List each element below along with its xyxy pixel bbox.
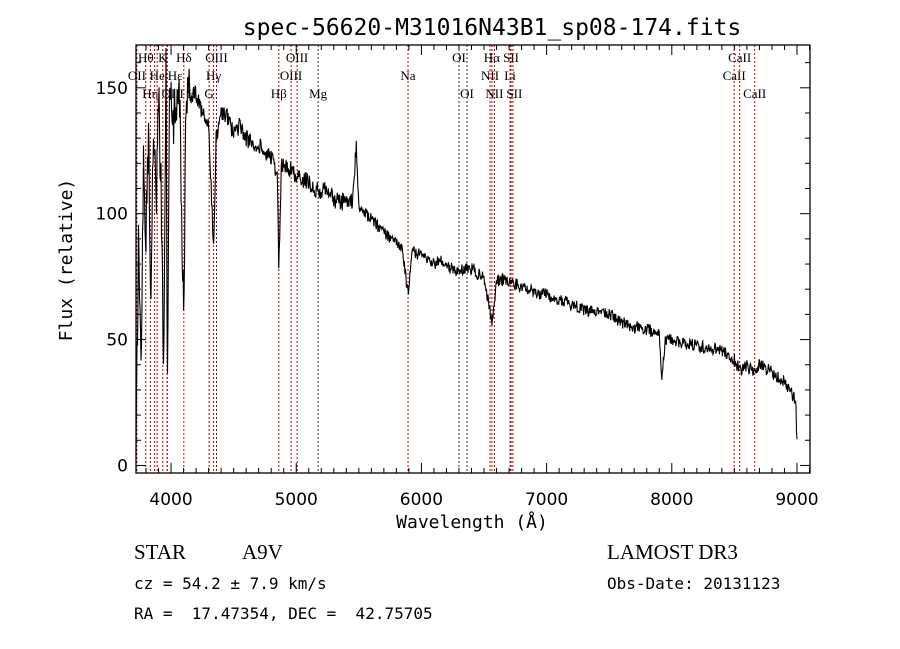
line-label: H [187, 86, 196, 101]
x-tick-label: 6000 [400, 490, 443, 510]
obs-date: Obs-Date: 20131123 [607, 574, 781, 593]
line-label: CaII [728, 50, 751, 65]
line-label: OI [460, 86, 474, 101]
line-label: Hη [142, 86, 158, 101]
line-label: K [158, 50, 168, 65]
axis-ticks: 4000 5000 6000 7000 8000 9000 0 50 100 150 [96, 45, 819, 510]
spectrum-line [135, 47, 798, 455]
line-label: NII [485, 86, 503, 101]
line-label: OIII [205, 50, 227, 65]
coordinates: RA = 17.47354, DEC = 42.75705 [134, 604, 433, 623]
line-label: CaII [723, 68, 746, 83]
y-tick-label: 0 [117, 456, 128, 476]
line-label: OIII [280, 68, 302, 83]
x-tick-label: 7000 [525, 490, 568, 510]
line-label: Hγ [206, 68, 221, 83]
line-label: Hβ [271, 86, 287, 101]
plot-frame [135, 44, 811, 474]
line-label: CaII [743, 86, 766, 101]
x-tick-label: 5000 [275, 490, 318, 510]
line-label: OI [452, 50, 466, 65]
x-tick-label: 8000 [650, 490, 693, 510]
line-label: Li [504, 68, 516, 83]
line-label: G [204, 86, 213, 101]
line-label: OIII [286, 50, 308, 65]
y-tick-label: 100 [96, 205, 128, 225]
redshift-cz: cz = 54.2 ± 7.9 km/s [134, 574, 327, 593]
survey-release: LAMOST DR3 [607, 540, 738, 564]
line-label: Mg [309, 86, 328, 101]
x-axis-label: Wavelength (Å) [396, 511, 548, 533]
line-label: Hθ [138, 50, 154, 65]
line-label: Hα [484, 50, 500, 65]
line-label: SII [503, 50, 519, 65]
subclass: A9V [242, 540, 283, 564]
line-label: Hε [168, 68, 183, 83]
y-tick-label: 50 [106, 331, 128, 351]
line-label: SII [506, 86, 522, 101]
chart-title: spec-56620-M31016N43B1_sp08-174.fits [243, 15, 742, 41]
line-label: He [150, 68, 165, 83]
object-type: STAR [134, 540, 186, 564]
y-axis-label: Flux (relative) [56, 179, 77, 342]
y-tick-label: 150 [96, 79, 128, 99]
line-label: Hδ [176, 50, 192, 65]
line-label: OII [128, 68, 146, 83]
spectrum-series [135, 47, 798, 455]
x-tick-label: 9000 [775, 490, 818, 510]
line-label: NII [481, 68, 499, 83]
line-label: Na [400, 68, 415, 83]
line-label: OIII [162, 86, 184, 101]
x-tick-label: 4000 [149, 490, 192, 510]
